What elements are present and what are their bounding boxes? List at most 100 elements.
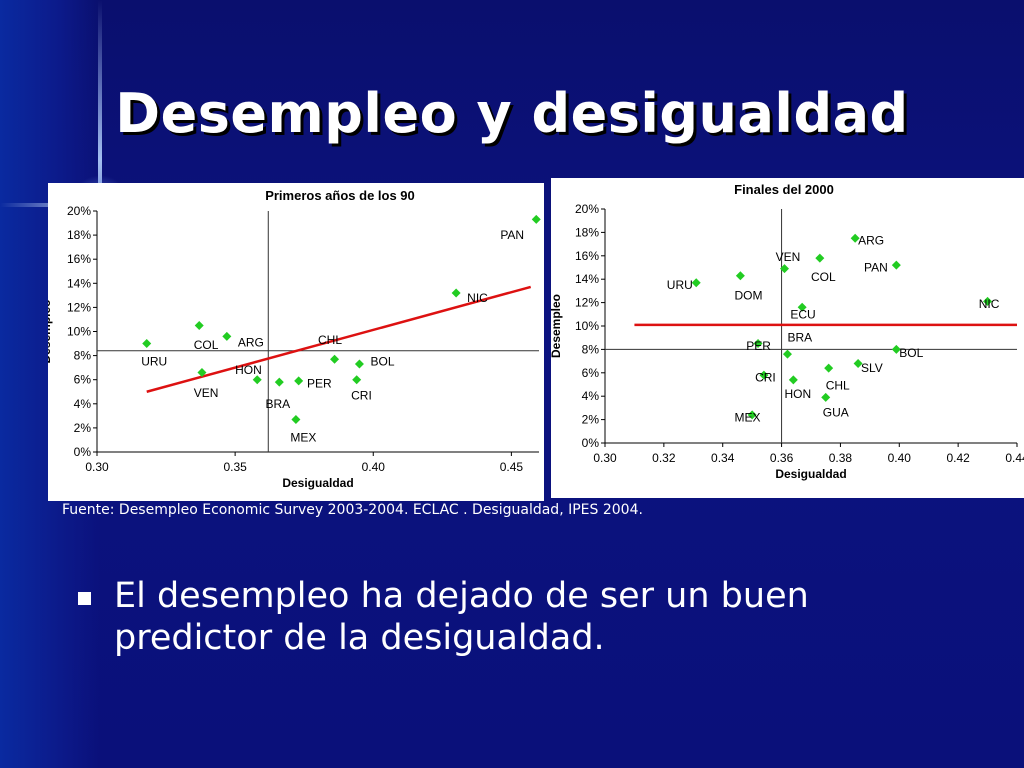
chart0-point-label-col: COL (194, 338, 219, 352)
chart1-y-tick-label: 0% (582, 436, 600, 450)
chart1-point-label-gua: GUA (823, 406, 849, 420)
chart1-x-tick-label: 0.40 (888, 451, 912, 465)
chart1-point-gua (821, 392, 831, 402)
chart0-y-tick-label: 0% (74, 445, 92, 459)
chart0-y-tick-label: 14% (67, 276, 91, 290)
chart0-point-bra (274, 377, 284, 387)
chart0-point-label-uru: URU (141, 355, 167, 369)
chart0-point-label-bra: BRA (266, 397, 291, 411)
chart1-x-tick-label: 0.32 (652, 451, 676, 465)
chart1-point-uru (691, 278, 701, 288)
chart1-x-tick-label: 0.30 (593, 451, 617, 465)
chart1-point-label-bra: BRA (787, 331, 812, 345)
chart-primeros-90: Primeros años de los 90 0% 2% 4% 6% 8% 10% 12% 1… (48, 183, 544, 501)
chart1-point-label-col: COL (811, 270, 836, 284)
chart1-point-slv (853, 358, 863, 368)
chart1-x-tick-label: 0.44 (1005, 451, 1024, 465)
chart1-point-label-cri: CRI (755, 370, 776, 384)
chart0-point-per (294, 376, 304, 386)
chart1-point-label-pan: PAN (864, 261, 888, 275)
chart1-point-hon (788, 375, 798, 385)
chart1-point-per (753, 339, 763, 349)
chart-finales-2000: Finales del 2000 0% 2% 4% 6% 8% 10% 12% 14% 16% 18… (551, 178, 1024, 498)
chart1-x-tick-label: 0.42 (946, 451, 970, 465)
chart-finales-2000-svg: Finales del 2000 0% 2% 4% 6% 8% 10% 12% 14% 16% 18… (551, 182, 1024, 481)
chart1-point-bol (891, 344, 901, 354)
chart1-point-label-dom: DOM (734, 289, 762, 303)
chart0-point-ven (197, 367, 207, 377)
chart1-point-label-nic: NIC (979, 297, 1000, 311)
chart1-point-pan (891, 260, 901, 270)
chart0-y-tick-label: 8% (74, 349, 92, 363)
chart1-point-label-mex: MEX (734, 410, 760, 424)
chart1-y-tick-label: 6% (582, 366, 600, 380)
chart1-point-dom (735, 271, 745, 281)
chart0-title: Primeros años de los 90 (265, 188, 415, 203)
chart1-point-label-bol: BOL (899, 346, 923, 360)
chart0-point-hon (252, 375, 262, 385)
chart0-y-tick-label: 12% (67, 300, 91, 314)
chart1-point-label-slv: SLV (861, 361, 883, 375)
chart1-x-tick-label: 0.38 (829, 451, 853, 465)
chart0-point-label-bol: BOL (370, 355, 394, 369)
chart1-point-label-per: PER (746, 339, 771, 353)
chart1-x-tick-label: 0.36 (770, 451, 794, 465)
chart0-point-label-nic: NIC (467, 291, 488, 305)
chart0-x-tick-label: 0.35 (223, 460, 247, 474)
chart1-point-label-ven: VEN (776, 250, 801, 264)
chart0-point-col (194, 320, 204, 330)
chart0-x-axis-label: Desigualdad (282, 476, 353, 490)
chart0-point-arg (222, 331, 232, 341)
slide-title: Desempleo y desigualdad (115, 82, 909, 145)
chart0-trend-line (146, 285, 532, 393)
chart1-point-label-hon: HON (785, 387, 812, 401)
chart1-y-tick-label: 16% (575, 249, 599, 263)
chart1-y-tick-label: 4% (582, 389, 600, 403)
chart1-x-axis-label: Desigualdad (775, 467, 846, 481)
chart1-point-chl (824, 363, 834, 373)
chart1-y-tick-label: 8% (582, 342, 600, 356)
chart1-y-tick-label: 18% (575, 225, 599, 239)
chart0-y-tick-label: 2% (74, 421, 92, 435)
chart0-y-tick-label: 4% (74, 397, 92, 411)
chart0-point-pan (531, 214, 541, 224)
chart1-y-axis-label: Desempleo (551, 294, 563, 358)
chart0-point-label-arg: ARG (238, 335, 264, 349)
chart1-point-label-chl: CHL (826, 379, 850, 393)
chart0-point-cri (352, 375, 362, 385)
chart0-y-tick-label: 18% (67, 228, 91, 242)
chart0-y-tick-label: 10% (67, 325, 91, 339)
source-note: Fuente: Desempleo Economic Survey 2003-2… (62, 502, 643, 518)
chart0-point-nic (451, 288, 461, 298)
chart1-point-label-arg: ARG (858, 234, 884, 248)
chart0-point-chl (330, 354, 340, 364)
chart1-x-tick-label: 0.34 (711, 451, 735, 465)
chart0-point-uru (142, 339, 152, 349)
chart0-point-label-pan: PAN (500, 228, 524, 242)
chart0-point-label-ven: VEN (194, 386, 219, 400)
chart1-point-ven (780, 264, 790, 274)
chart1-y-tick-label: 12% (575, 296, 599, 310)
chart1-point-label-ecu: ECU (790, 307, 815, 321)
chart1-point-bra (782, 349, 792, 359)
chart1-point-cri (759, 370, 769, 380)
chart1-point-label-uru: URU (667, 278, 693, 292)
chart0-point-label-per: PER (307, 376, 332, 390)
chart0-x-tick-label: 0.30 (85, 460, 109, 474)
chart0-y-axis-label: Desempleo (48, 299, 53, 363)
chart1-y-tick-label: 20% (575, 202, 599, 216)
bullet-marker (78, 592, 91, 605)
chart1-y-tick-label: 14% (575, 272, 599, 286)
bullet-text: El desempleo ha dejado de ser un buen pr… (114, 576, 809, 658)
chart0-y-tick-label: 20% (67, 204, 91, 218)
chart1-point-arg (850, 233, 860, 243)
chart1-point-col (815, 253, 825, 263)
chart0-x-tick-label: 0.45 (500, 460, 524, 474)
chart0-x-tick-label: 0.40 (362, 460, 386, 474)
chart0-point-label-cri: CRI (351, 388, 372, 402)
chart1-point-nic (983, 296, 993, 306)
chart0-point-label-mex: MEX (290, 431, 316, 445)
chart1-point-ecu (797, 302, 807, 312)
chart0-y-tick-label: 6% (74, 373, 92, 387)
chart1-title: Finales del 2000 (734, 182, 834, 197)
